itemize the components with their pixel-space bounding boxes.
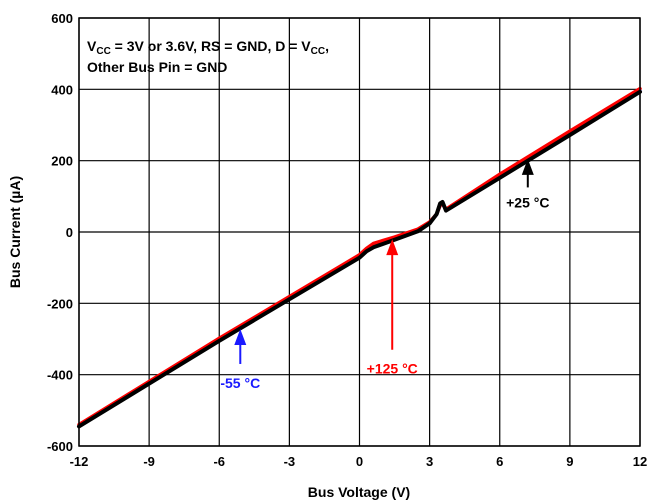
x-tick-label: 0 (356, 454, 363, 469)
annotation-arrowhead (386, 239, 399, 256)
test-condition-note: VCC = 3V or 3.6V, RS = GND, D = VCC, Oth… (87, 38, 329, 75)
x-tick-labels: -12 -9 -6 -3 0 3 6 9 12 (70, 454, 648, 469)
series-lines (77, 86, 642, 429)
x-axis-title: Bus Voltage (V) (308, 484, 410, 500)
condition-line-2: Other Bus Pin = GND (87, 59, 227, 75)
condition-line-1: VCC = 3V or 3.6V, RS = GND, D = VCC, (87, 38, 329, 57)
x-tick-label: -9 (143, 454, 155, 469)
y-axis-title: Bus Current (µA) (7, 176, 23, 288)
y-tick-label: 0 (66, 225, 73, 240)
y-tick-label: 400 (51, 82, 73, 97)
y-tick-labels: 600 400 200 0 -200 -400 -600 (47, 11, 73, 454)
annotation: +25 °C (506, 158, 549, 210)
annotation-label: +125 °C (367, 361, 418, 377)
y-tick-label: -200 (47, 296, 73, 311)
annotation-label: +25 °C (506, 194, 549, 210)
annotation-label: -55 °C (220, 375, 260, 391)
y-tick-label: 600 (51, 11, 73, 26)
x-tick-label: -6 (213, 454, 225, 469)
annotation-arrowhead (521, 158, 534, 175)
series-line (77, 89, 642, 429)
annotation: +125 °C (367, 239, 418, 377)
x-tick-label: 9 (566, 454, 573, 469)
annotation: -55 °C (220, 329, 260, 391)
grid (78, 17, 641, 447)
x-tick-label: 3 (426, 454, 433, 469)
plot-frame (78, 17, 641, 447)
y-tick-label: -600 (47, 439, 73, 454)
annotation-arrowhead (234, 329, 247, 346)
x-tick-label: 6 (496, 454, 503, 469)
x-tick-label: -3 (284, 454, 296, 469)
y-tick-label: 200 (51, 154, 73, 169)
x-tick-label: 12 (633, 454, 647, 469)
x-tick-label: -12 (70, 454, 89, 469)
annotations: -55 °C +125 °C +25 °C (220, 158, 549, 391)
y-tick-label: -400 (47, 368, 73, 383)
